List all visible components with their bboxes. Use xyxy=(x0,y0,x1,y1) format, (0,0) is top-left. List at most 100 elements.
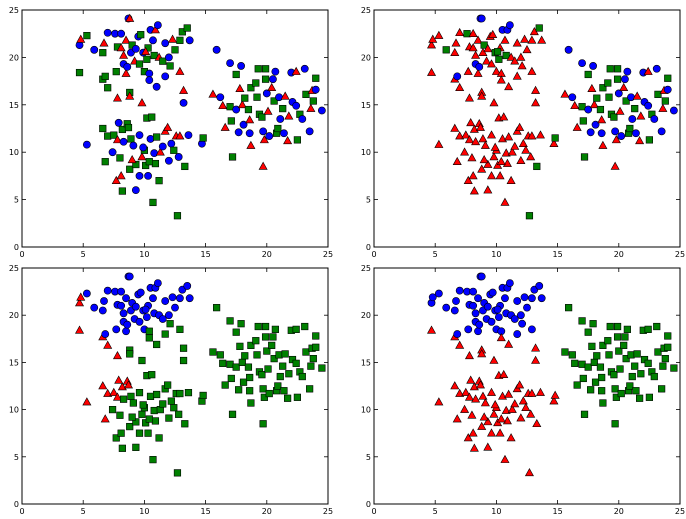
square-marker xyxy=(571,359,579,367)
square-marker xyxy=(179,356,188,365)
square-marker xyxy=(610,113,618,121)
triangle-marker xyxy=(461,130,471,139)
square-marker xyxy=(580,410,589,418)
triangle-marker xyxy=(76,34,86,43)
triangle-marker xyxy=(518,396,528,405)
triangle-marker xyxy=(103,340,113,349)
triangle-marker xyxy=(527,388,537,397)
triangle-marker xyxy=(480,398,490,407)
square-marker xyxy=(209,348,217,356)
points xyxy=(427,14,678,220)
circle-marker xyxy=(171,303,179,312)
circle-marker xyxy=(150,149,159,158)
circle-marker xyxy=(442,303,451,312)
triangle-marker xyxy=(463,433,473,442)
triangle-marker xyxy=(125,13,135,22)
circle-marker xyxy=(434,289,443,298)
circle-marker xyxy=(584,105,593,114)
square-marker xyxy=(253,93,261,101)
square-marker xyxy=(302,348,310,356)
circle-marker xyxy=(131,44,140,53)
triangle-marker xyxy=(208,89,218,98)
y-tick-label: 15 xyxy=(9,101,19,110)
triangle-marker xyxy=(560,89,570,98)
square-marker xyxy=(276,372,284,381)
square-marker xyxy=(654,90,662,98)
square-marker xyxy=(533,162,541,171)
circle-marker xyxy=(226,59,234,67)
triangle-marker xyxy=(103,388,113,397)
x-tick-label: 0 xyxy=(371,250,376,259)
y-tick-label: 5 xyxy=(14,453,19,462)
square-marker xyxy=(664,74,672,82)
square-marker xyxy=(587,386,595,394)
triangle-marker xyxy=(489,355,499,364)
circle-marker xyxy=(164,53,173,62)
square-marker xyxy=(213,304,221,312)
triangle-marker xyxy=(504,389,514,398)
circle-marker xyxy=(311,85,320,94)
square-marker xyxy=(636,394,644,402)
circle-marker xyxy=(135,131,144,140)
circle-marker xyxy=(469,301,478,310)
square-marker xyxy=(227,374,235,383)
x-tick-label: 10 xyxy=(139,250,149,259)
circle-marker xyxy=(518,319,527,328)
square-marker xyxy=(270,97,278,105)
y-tick-label: 15 xyxy=(361,358,371,367)
triangle-marker xyxy=(469,186,479,195)
square-marker xyxy=(83,31,91,40)
square-marker xyxy=(155,434,163,442)
triangle-marker xyxy=(598,140,608,149)
square-marker xyxy=(312,74,320,82)
square-marker xyxy=(112,68,120,76)
triangle-marker xyxy=(75,325,85,334)
square-marker xyxy=(235,386,243,394)
triangle-marker xyxy=(522,44,532,54)
circle-marker xyxy=(179,99,188,107)
square-marker xyxy=(101,158,109,166)
triangle-marker xyxy=(284,111,294,120)
square-marker xyxy=(593,352,601,360)
circle-marker xyxy=(82,289,91,298)
triangle-marker xyxy=(499,112,509,121)
triangle-marker xyxy=(121,35,131,44)
triangle-marker xyxy=(471,136,481,146)
triangle-marker xyxy=(483,185,493,194)
square-marker xyxy=(176,36,184,44)
square-marker xyxy=(161,330,169,338)
circle-marker xyxy=(516,311,525,320)
triangle-marker xyxy=(100,414,110,423)
circle-marker xyxy=(621,75,629,84)
triangle-marker xyxy=(291,66,301,75)
circle-marker xyxy=(141,305,150,314)
square-marker xyxy=(599,341,607,350)
y-tick-label: 0 xyxy=(366,500,371,509)
square-marker xyxy=(261,333,270,341)
square-marker xyxy=(150,406,158,415)
square-marker xyxy=(232,363,240,371)
circle-marker xyxy=(537,294,546,303)
square-marker xyxy=(144,44,152,52)
square-marker xyxy=(612,393,620,401)
triangle-marker xyxy=(455,82,465,92)
square-marker xyxy=(615,347,623,355)
triangle-marker xyxy=(455,27,465,37)
triangle-marker xyxy=(486,130,497,139)
square-marker xyxy=(494,48,502,56)
triangle-marker xyxy=(280,91,290,100)
square-marker xyxy=(247,399,255,407)
triangle-marker xyxy=(455,131,465,140)
y-tick-label: 0 xyxy=(14,243,19,252)
triangle-marker xyxy=(504,339,514,348)
square-marker xyxy=(145,334,153,342)
panel-top-left: 0 5 10 15 20 25 0 5 10 15 20 25 xyxy=(9,6,333,259)
square-marker xyxy=(221,381,229,389)
circle-marker xyxy=(164,311,173,320)
triangle-marker xyxy=(127,154,137,164)
square-marker xyxy=(580,153,589,161)
triangle-marker xyxy=(112,392,122,401)
circle-marker xyxy=(129,141,138,150)
triangle-marker xyxy=(500,35,510,44)
square-marker xyxy=(153,340,161,349)
